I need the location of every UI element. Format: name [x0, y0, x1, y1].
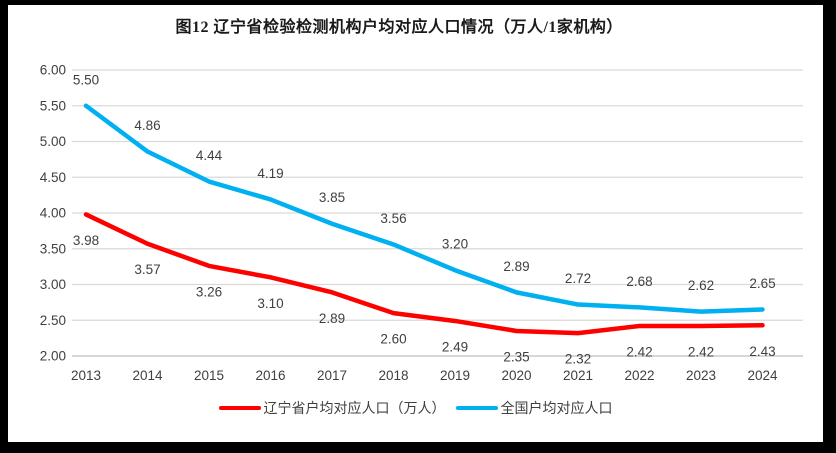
data-label-national-2024: 2.65	[749, 276, 775, 291]
data-label-national-2015: 4.44	[196, 148, 223, 163]
y-axis-tick-label: 2.50	[40, 313, 66, 328]
y-axis-tick-label: 4.00	[40, 206, 66, 221]
x-axis-tick-label: 2020	[501, 368, 531, 383]
legend-swatch-national-icon	[455, 406, 498, 410]
data-label-liaoning-2013: 3.98	[73, 233, 99, 248]
y-axis-tick-label: 2.00	[40, 349, 66, 364]
legend: 辽宁省户均对应人口（万人） 全国户均对应人口	[8, 398, 823, 418]
y-axis-tick-label: 5.00	[40, 134, 66, 149]
data-label-national-2014: 4.86	[134, 118, 160, 133]
data-label-liaoning-2016: 3.10	[257, 296, 283, 311]
x-axis-tick-label: 2013	[71, 368, 101, 383]
data-label-liaoning-2014: 3.57	[134, 262, 160, 277]
y-axis-tick-label: 3.50	[40, 241, 66, 256]
data-label-national-2023: 2.62	[688, 278, 714, 293]
series-line-liaoning	[83, 212, 765, 336]
chart-title: 图12 辽宁省检验检测机构户均对应人口情况（万人/1家机构）	[175, 19, 623, 36]
x-axis-tick-label: 2018	[378, 368, 408, 383]
chart-canvas: 图12 辽宁省检验检测机构户均对应人口情况（万人/1家机构） 2.00 2.50 3…	[8, 5, 823, 442]
legend-item-national: 全国户均对应人口	[455, 398, 613, 418]
data-label-liaoning-2024: 2.43	[749, 344, 775, 359]
legend-swatch-liaoning-icon	[218, 406, 261, 410]
x-axis-tick-label: 2014	[132, 368, 163, 383]
legend-label-liaoning: 辽宁省户均对应人口（万人）	[263, 400, 446, 416]
x-axis-tick-label: 2016	[255, 368, 285, 383]
x-axis-tick-label: 2017	[317, 368, 347, 383]
data-label-liaoning-2015: 3.26	[196, 284, 222, 299]
x-axis-tick-label: 2024	[747, 368, 778, 383]
x-axis-tick-label: 2022	[624, 368, 654, 383]
data-label-liaoning-2022: 2.42	[626, 344, 652, 359]
data-label-national-2018: 3.56	[380, 211, 406, 226]
data-label-national-2016: 4.19	[257, 166, 283, 181]
data-label-national-2021: 2.72	[565, 271, 591, 286]
data-label-national-2013: 5.50	[73, 72, 99, 87]
data-label-liaoning-2021: 2.32	[565, 352, 591, 367]
data-label-liaoning-2020: 2.35	[503, 349, 529, 364]
data-label-national-2017: 3.85	[319, 190, 345, 205]
data-label-liaoning-2017: 2.89	[319, 311, 345, 326]
data-label-liaoning-2019: 2.49	[442, 339, 468, 354]
data-label-national-2020: 2.89	[503, 259, 529, 274]
series-line-national	[83, 103, 765, 314]
x-axis-tick-label: 2023	[686, 368, 716, 383]
legend-item-liaoning: 辽宁省户均对应人口（万人）	[218, 398, 446, 418]
x-axis-tick-label: 2015	[194, 368, 224, 383]
x-axis-tick-label: 2021	[563, 368, 593, 383]
data-label-national-2019: 3.20	[442, 237, 468, 252]
data-label-liaoning-2018: 2.60	[380, 332, 406, 347]
data-label-liaoning-2023: 2.42	[688, 344, 714, 359]
data-label-national-2022: 2.68	[626, 274, 652, 289]
x-axis-tick-label: 2019	[440, 368, 470, 383]
y-axis-tick-label: 5.50	[40, 98, 66, 113]
line-chart: 2.00 2.50 3.00 3.50 4.00 4.50 5.00 5.50 6.00 2013…	[40, 63, 803, 383]
y-axis-tick-label: 6.00	[40, 63, 66, 78]
y-axis-tick-label: 3.00	[40, 277, 66, 292]
y-axis-tick-label: 4.50	[40, 170, 66, 185]
legend-label-national: 全国户均对应人口	[500, 400, 613, 416]
